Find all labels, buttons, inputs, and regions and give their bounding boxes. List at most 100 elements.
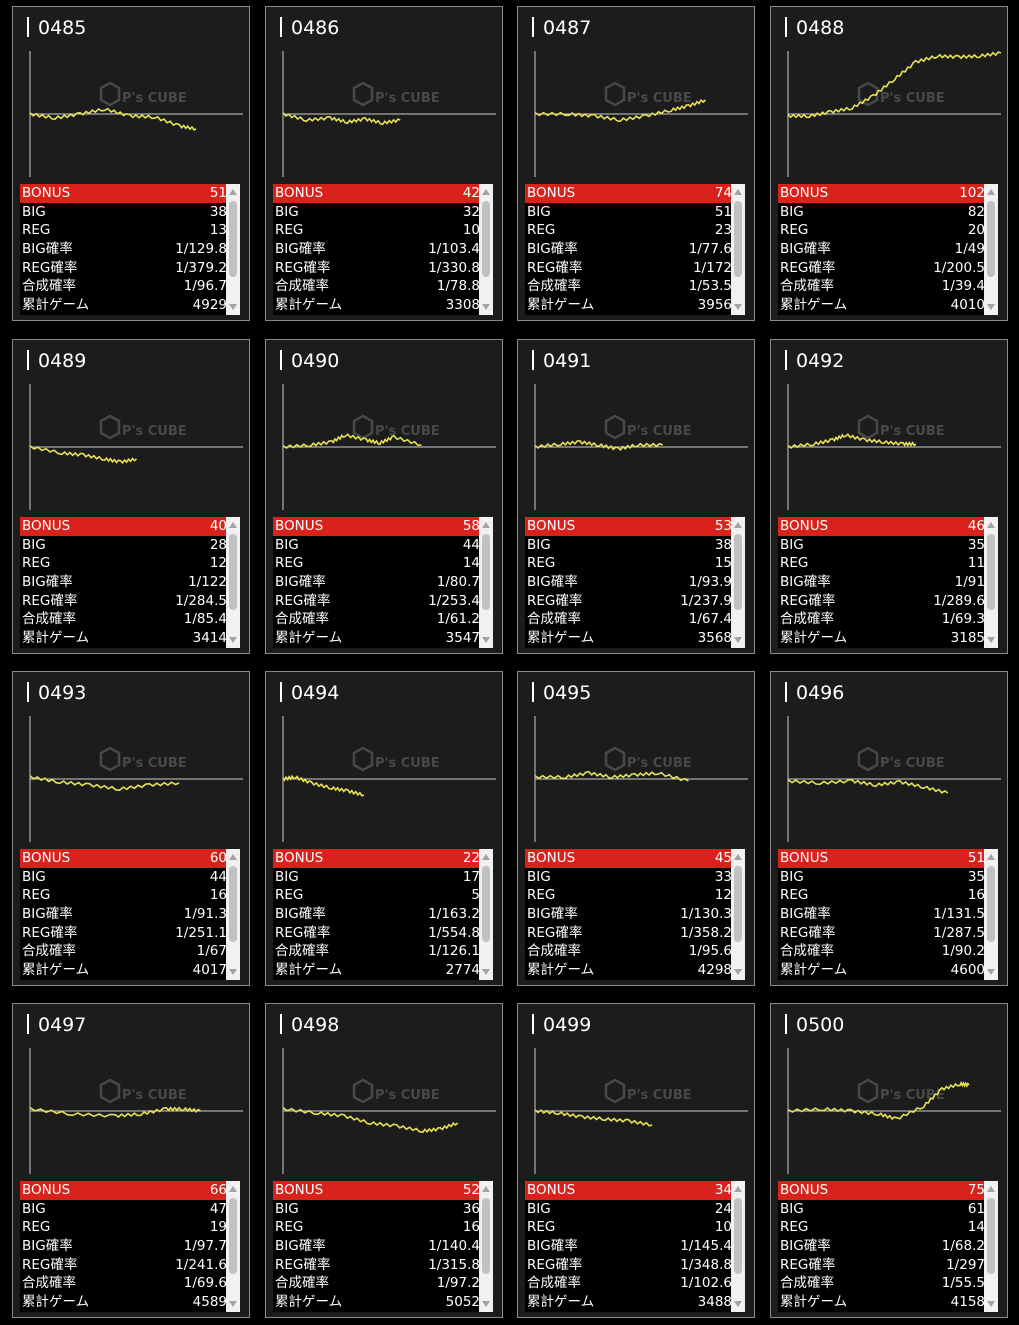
stats-scrollbar[interactable] [984, 849, 998, 980]
scroll-down-arrow-icon[interactable] [987, 304, 995, 310]
scroll-thumb[interactable] [482, 866, 490, 942]
machine-card[interactable]: 0497 P's CUBE BONUS 66 BIG 47 REG 19 BIG確率 1/97.7… [12, 1003, 250, 1318]
scroll-down-arrow-icon[interactable] [987, 1301, 995, 1307]
scroll-up-arrow-icon[interactable] [482, 854, 490, 860]
scroll-up-arrow-icon[interactable] [482, 189, 490, 195]
scroll-thumb[interactable] [987, 866, 995, 942]
scroll-up-arrow-icon[interactable] [482, 1186, 490, 1192]
pscube-watermark: P's CUBE [99, 746, 187, 772]
scroll-up-arrow-icon[interactable] [734, 854, 742, 860]
stats-scrollbar[interactable] [226, 1181, 240, 1312]
games-row-label: 累計ゲーム [527, 1294, 595, 1311]
scroll-up-arrow-icon[interactable] [987, 189, 995, 195]
reg-rate-row-label: REG確率 [780, 592, 836, 609]
scroll-thumb[interactable] [229, 201, 237, 277]
scroll-up-arrow-icon[interactable] [229, 189, 237, 195]
machine-card[interactable]: 0489 P's CUBE BONUS 40 BIG 28 REG 12 BIG確率 1/122 R… [12, 339, 250, 654]
machine-card[interactable]: 0499 P's CUBE BONUS 34 BIG 24 REG 10 BIG確率 1/145.… [517, 1003, 755, 1318]
scroll-up-arrow-icon[interactable] [229, 522, 237, 528]
machine-card[interactable]: 0488 P's CUBE BONUS 102 BIG 82 REG 20 BIG確率 1/49 R… [770, 6, 1008, 321]
scroll-thumb[interactable] [987, 201, 995, 277]
machine-card[interactable]: 0495 P's CUBE BONUS 45 BIG 33 REG 12 BIG確率 1/130.… [517, 671, 755, 986]
machine-number: 0490 [280, 348, 339, 374]
stats-scrollbar[interactable] [226, 849, 240, 980]
stats-scrollbar[interactable] [226, 184, 240, 315]
scroll-down-arrow-icon[interactable] [482, 1301, 490, 1307]
scroll-down-arrow-icon[interactable] [987, 637, 995, 643]
machine-card[interactable]: 0494 P's CUBE BONUS 22 BIG 17 REG 5 BIG確率 1/163.2… [265, 671, 503, 986]
machine-card[interactable]: 0492 P's CUBE BONUS 46 BIG 35 REG 11 BIG確率 1/91 RE… [770, 339, 1008, 654]
scroll-up-arrow-icon[interactable] [987, 1186, 995, 1192]
scroll-thumb[interactable] [229, 866, 237, 942]
stats-scrollbar[interactable] [226, 517, 240, 648]
scroll-down-arrow-icon[interactable] [229, 637, 237, 643]
scroll-up-arrow-icon[interactable] [734, 189, 742, 195]
stats-scrollbar[interactable] [479, 184, 493, 315]
machine-card[interactable]: 0500 P's CUBE BONUS 75 BIG 61 REG 14 BIG確率 1/68.2… [770, 1003, 1008, 1318]
scroll-up-arrow-icon[interactable] [229, 1186, 237, 1192]
reg-row-label: REG [275, 555, 304, 572]
reg-rate-row: REG確率 1/554.8 [273, 924, 483, 943]
machine-card[interactable]: 0493 P's CUBE BONUS 60 BIG 44 REG 16 BIG確率 1/91.3… [12, 671, 250, 986]
scroll-down-arrow-icon[interactable] [229, 969, 237, 975]
stats-scrollbar[interactable] [479, 1181, 493, 1312]
scroll-up-arrow-icon[interactable] [482, 522, 490, 528]
big-rate-row-value: 1/163.2 [428, 906, 480, 923]
scroll-down-arrow-icon[interactable] [734, 304, 742, 310]
scroll-up-arrow-icon[interactable] [229, 854, 237, 860]
stats-scrollbar[interactable] [731, 849, 745, 980]
stats-scrollbar[interactable] [479, 517, 493, 648]
bonus-row-label: BONUS [780, 1182, 829, 1198]
machine-card[interactable]: 0498 P's CUBE BONUS 52 BIG 36 REG 16 BIG確率 1/140.… [265, 1003, 503, 1318]
machine-card[interactable]: 0486 P's CUBE BONUS 42 BIG 32 REG 10 BIG確率 1/103.… [265, 6, 503, 321]
reg-row-value: 23 [714, 222, 732, 239]
stats-scrollbar[interactable] [731, 1181, 745, 1312]
machine-card[interactable]: 0490 P's CUBE BONUS 58 BIG 44 REG 14 BIG確率 1/80.7… [265, 339, 503, 654]
reg-rate-row-value: 1/200.5 [933, 259, 985, 276]
machine-number: 0485 [27, 15, 86, 41]
stats-scrollbar[interactable] [984, 184, 998, 315]
scroll-down-arrow-icon[interactable] [482, 637, 490, 643]
games-row: 累計ゲーム 3956 [525, 296, 735, 315]
scroll-down-arrow-icon[interactable] [734, 1301, 742, 1307]
scroll-up-arrow-icon[interactable] [987, 522, 995, 528]
scroll-down-arrow-icon[interactable] [734, 637, 742, 643]
reg-row: REG 23 [525, 221, 735, 240]
scroll-down-arrow-icon[interactable] [482, 304, 490, 310]
scroll-thumb[interactable] [734, 866, 742, 942]
stats-scrollbar[interactable] [731, 517, 745, 648]
stats-scrollbar[interactable] [984, 517, 998, 648]
scroll-down-arrow-icon[interactable] [734, 969, 742, 975]
scroll-down-arrow-icon[interactable] [482, 969, 490, 975]
scroll-thumb[interactable] [734, 201, 742, 277]
stats-scrollbar[interactable] [984, 1181, 998, 1312]
big-rate-row-label: BIG確率 [275, 574, 326, 591]
bonus-row: BONUS 52 [273, 1181, 483, 1200]
scroll-up-arrow-icon[interactable] [734, 522, 742, 528]
scroll-thumb[interactable] [734, 1198, 742, 1274]
scroll-thumb[interactable] [229, 534, 237, 610]
machine-card[interactable]: 0496 P's CUBE BONUS 51 BIG 35 REG 16 BIG確率 1/131.… [770, 671, 1008, 986]
scroll-up-arrow-icon[interactable] [734, 1186, 742, 1192]
scroll-down-arrow-icon[interactable] [987, 969, 995, 975]
reg-row: REG 13 [20, 221, 230, 240]
scroll-thumb[interactable] [987, 1198, 995, 1274]
machine-card[interactable]: 0491 P's CUBE BONUS 53 BIG 38 REG 15 BIG確率 1/93.9… [517, 339, 755, 654]
reg-rate-row: REG確率 1/379.2 [20, 259, 230, 278]
scroll-thumb[interactable] [482, 534, 490, 610]
machine-card[interactable]: 0485 P's CUBE BONUS 51 BIG 38 REG 13 BIG確率 1/129.… [12, 6, 250, 321]
stats-scrollbar[interactable] [731, 184, 745, 315]
stats-scrollbar[interactable] [479, 849, 493, 980]
scroll-up-arrow-icon[interactable] [987, 854, 995, 860]
machine-card[interactable]: 0487 P's CUBE BONUS 74 BIG 51 REG 23 BIG確率 1/77.6… [517, 6, 755, 321]
scroll-thumb[interactable] [482, 201, 490, 277]
scroll-thumb[interactable] [987, 534, 995, 610]
scroll-down-arrow-icon[interactable] [229, 1301, 237, 1307]
big-row-value: 17 [462, 868, 480, 885]
scroll-thumb[interactable] [482, 1198, 490, 1274]
pscube-watermark: P's CUBE [352, 746, 440, 772]
scroll-down-arrow-icon[interactable] [229, 304, 237, 310]
scroll-thumb[interactable] [229, 1198, 237, 1274]
scroll-thumb[interactable] [734, 534, 742, 610]
total-rate-row-label: 合成確率 [780, 611, 834, 628]
